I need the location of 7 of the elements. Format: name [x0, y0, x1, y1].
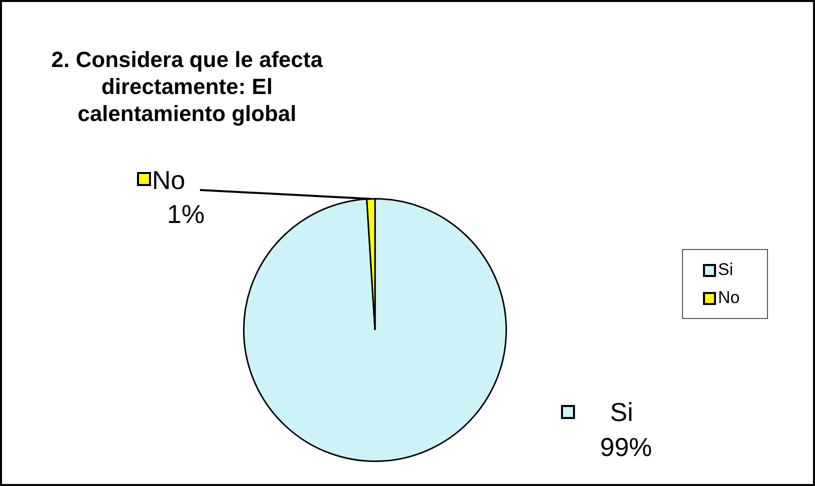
data-label: 99% — [600, 432, 652, 462]
legend-label: No — [152, 165, 186, 196]
category-label: Si — [718, 260, 734, 279]
category-label: No — [718, 288, 740, 307]
legend-label: Si — [610, 397, 634, 428]
chart-title: 2. Considera que le afecta directamente: El calentamiento global — [50, 46, 324, 127]
data-label: 1% — [167, 199, 205, 230]
